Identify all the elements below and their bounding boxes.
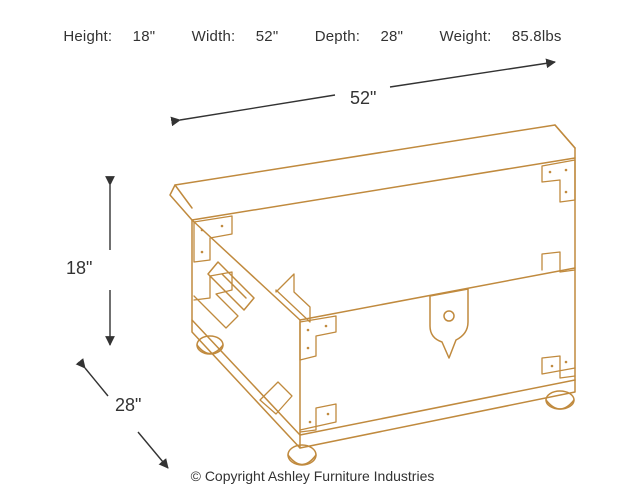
front-latch [430,289,468,358]
bun-feet [197,336,574,465]
side-handle [208,262,254,310]
trunk-outline [170,125,575,465]
rivets [201,169,568,424]
product-line-drawing [0,0,625,500]
